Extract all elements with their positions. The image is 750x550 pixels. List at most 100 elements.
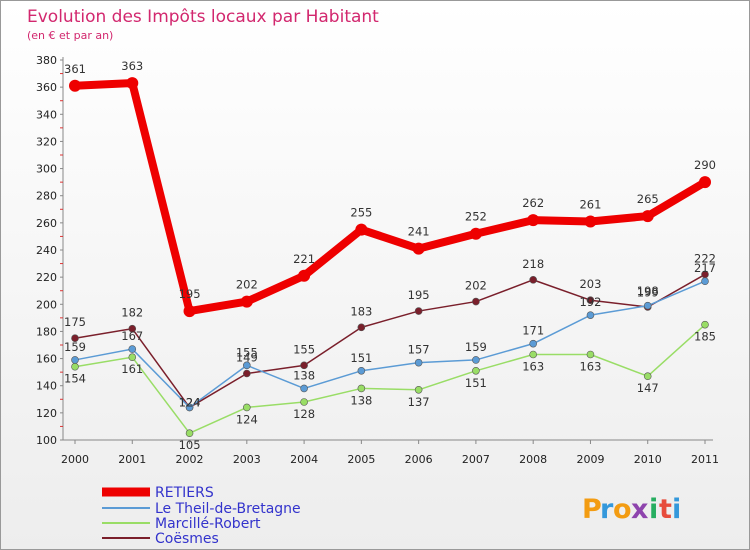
data-label: 202 bbox=[465, 279, 487, 293]
y-tick-label: 300 bbox=[36, 163, 57, 176]
data-label: 138 bbox=[350, 393, 372, 407]
data-label: 163 bbox=[579, 360, 601, 374]
data-label: 199 bbox=[637, 286, 659, 300]
y-tick-label: 360 bbox=[36, 81, 57, 94]
data-label: 361 bbox=[64, 62, 86, 76]
data-label: 202 bbox=[236, 278, 258, 292]
data-label: 154 bbox=[64, 372, 86, 386]
data-point bbox=[472, 366, 480, 375]
data-point bbox=[472, 356, 480, 364]
data-point bbox=[240, 295, 253, 308]
data-point bbox=[643, 301, 652, 310]
data-label: 198 bbox=[637, 284, 659, 298]
x-tick-label: 2010 bbox=[634, 453, 662, 466]
data-point bbox=[300, 398, 308, 406]
x-tick-label: 2004 bbox=[290, 453, 318, 466]
data-label: 155 bbox=[293, 342, 315, 356]
data-point bbox=[300, 384, 308, 393]
x-tick-label: 2005 bbox=[347, 453, 375, 466]
series-line-1 bbox=[74, 280, 706, 409]
data-point bbox=[357, 323, 366, 332]
data-label: 221 bbox=[293, 252, 315, 266]
brand-letter: i bbox=[672, 494, 681, 525]
y-tick-label: 340 bbox=[36, 108, 57, 121]
x-tick-label: 2001 bbox=[118, 453, 146, 466]
data-point bbox=[357, 384, 366, 393]
data-point bbox=[185, 429, 194, 438]
data-label: 128 bbox=[293, 407, 315, 421]
data-point bbox=[69, 79, 81, 92]
data-label: 124 bbox=[236, 412, 258, 426]
data-point bbox=[414, 307, 423, 315]
data-point bbox=[586, 311, 595, 319]
x-tick-label: 2002 bbox=[176, 453, 204, 466]
data-label: 290 bbox=[694, 158, 716, 172]
data-point bbox=[71, 334, 79, 343]
data-point bbox=[586, 350, 595, 359]
data-point bbox=[243, 369, 251, 378]
data-label: 159 bbox=[64, 340, 86, 354]
axes: 100 120 140 160 180 200 220 240 260 280 300 320 340 3… bbox=[36, 54, 719, 466]
data-label: 192 bbox=[579, 295, 601, 309]
x-tick-label: 2003 bbox=[233, 453, 261, 466]
y-tick-label: 320 bbox=[36, 135, 57, 148]
data-label: 163 bbox=[522, 360, 544, 374]
data-label: 157 bbox=[408, 343, 430, 357]
data-label: 171 bbox=[522, 324, 544, 338]
x-tick-label: 2011 bbox=[691, 453, 719, 466]
data-point bbox=[355, 223, 368, 236]
x-tick-label: 2000 bbox=[61, 453, 89, 466]
data-label: 155 bbox=[236, 345, 258, 359]
x-tick-label: 2006 bbox=[405, 453, 433, 466]
data-label: 222 bbox=[694, 251, 716, 265]
data-point bbox=[414, 385, 423, 394]
legend-label-3: Coësmes bbox=[155, 531, 219, 547]
chart-subtitle: (en € et par an) bbox=[27, 29, 113, 42]
y-tick-label: 380 bbox=[36, 54, 57, 67]
data-point bbox=[128, 353, 137, 362]
y-tick-label: 220 bbox=[36, 271, 57, 284]
data-label: 175 bbox=[64, 315, 86, 329]
data-label: 147 bbox=[637, 381, 659, 395]
brand-letter: t bbox=[659, 494, 672, 525]
data-point bbox=[529, 339, 537, 348]
series-line-0 bbox=[71, 79, 709, 316]
data-label: 161 bbox=[121, 362, 143, 376]
y-tick-label: 260 bbox=[36, 217, 57, 230]
data-label: 124 bbox=[179, 395, 201, 409]
brand-letter: x bbox=[631, 494, 648, 525]
data-point bbox=[243, 361, 251, 370]
data-label: 149 bbox=[236, 351, 258, 365]
data-point bbox=[527, 214, 540, 227]
y-tick-label: 280 bbox=[36, 190, 57, 203]
legend-label-0: RETIERS bbox=[155, 485, 214, 501]
y-tick-label: 240 bbox=[36, 244, 57, 257]
data-point bbox=[529, 350, 537, 359]
x-tick-label: 2009 bbox=[576, 453, 604, 466]
data-point bbox=[412, 242, 425, 255]
data-label: 185 bbox=[694, 330, 716, 344]
data-point bbox=[128, 324, 137, 333]
data-label: 105 bbox=[179, 438, 201, 452]
data-label: 137 bbox=[408, 395, 430, 409]
y-tick-label: 140 bbox=[36, 380, 57, 393]
data-labels: 361 363 195 202 221 255 241 252 262 261 265 290 159 1… bbox=[64, 59, 716, 452]
data-point bbox=[300, 361, 308, 370]
data-label: 218 bbox=[522, 257, 544, 271]
series-line-3 bbox=[74, 273, 706, 409]
data-point bbox=[414, 358, 423, 367]
proxiti-logo: Pr o x i t i bbox=[582, 494, 681, 525]
data-point bbox=[243, 403, 251, 412]
data-point bbox=[701, 320, 709, 329]
series-line-2 bbox=[74, 323, 706, 434]
data-label: 363 bbox=[121, 59, 143, 73]
data-point bbox=[469, 227, 482, 240]
data-label: 124 bbox=[179, 395, 201, 409]
y-tick-label: 160 bbox=[36, 353, 57, 366]
data-label: 182 bbox=[121, 306, 143, 320]
y-tick-label: 180 bbox=[36, 325, 57, 338]
brand-letter: o bbox=[613, 494, 632, 525]
data-label: 261 bbox=[579, 198, 601, 212]
